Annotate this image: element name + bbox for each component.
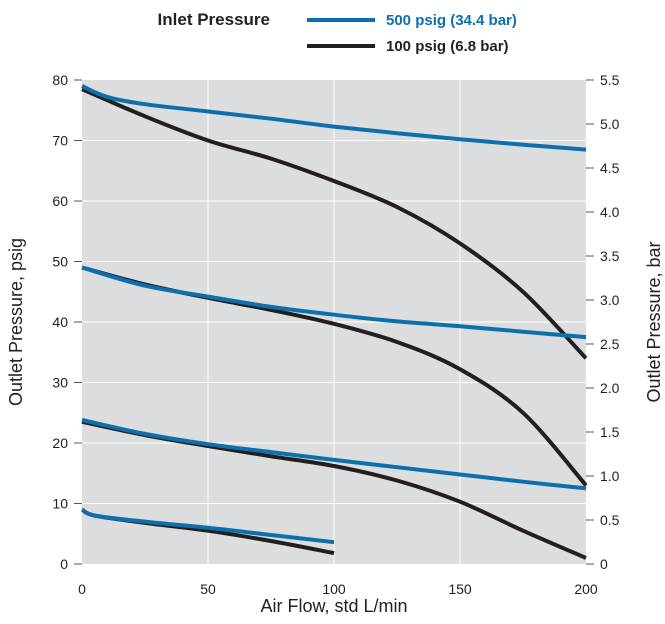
y2-tick-label: 2.5	[600, 336, 620, 352]
y2-tick-label: 4.5	[600, 160, 620, 176]
y2-tick-label: 1.5	[600, 424, 620, 440]
y2-tick-label: 4.0	[600, 204, 620, 220]
y2-tick-label: 0.5	[600, 512, 620, 528]
y-axis-title: Outlet Pressure, psig	[6, 238, 26, 406]
y-tick-label: 10	[52, 496, 68, 512]
legend: Inlet Pressure 500 psig (34.4 bar) 100 p…	[158, 10, 517, 55]
y-axis-right: 0 0.5 1.0 1.5 2.0 2.5 3.0 3.5 4.0 4.5 5.0 5.5	[586, 72, 620, 572]
y2-tick-label: 0	[600, 556, 608, 572]
y2-tick-label: 3.0	[600, 292, 620, 308]
y-tick-label: 20	[52, 435, 68, 451]
y2-tick-label: 3.5	[600, 248, 620, 264]
x-tick-label: 200	[574, 581, 598, 597]
series-line	[81, 84, 587, 152]
y-tick-label: 0	[60, 556, 68, 572]
series-line	[81, 418, 587, 491]
y-tick-label: 50	[52, 254, 68, 270]
y2-axis-title: Outlet Pressure, bar	[644, 241, 664, 402]
y-tick-label: 60	[52, 193, 68, 209]
grid-lines	[82, 80, 586, 564]
y2-tick-label: 2.0	[600, 380, 620, 396]
series-line	[81, 87, 588, 360]
data-lines	[80, 84, 588, 560]
y-tick-label: 70	[52, 133, 68, 149]
y-tick-label: 80	[52, 72, 68, 88]
legend-title: Inlet Pressure	[158, 10, 270, 29]
legend-label-100: 100 psig (6.8 bar)	[386, 38, 509, 55]
x-axis: 0 50 100 150 200	[78, 581, 598, 597]
legend-label-500: 500 psig (34.4 bar)	[386, 12, 517, 29]
x-tick-label: 50	[200, 581, 216, 597]
y2-tick-label: 1.0	[600, 468, 620, 484]
series-line	[80, 507, 335, 545]
y2-tick-label: 5.0	[600, 116, 620, 132]
y-tick-label: 30	[52, 375, 68, 391]
y-axis-left: 0 10 20 30 40 50 60 70 80	[52, 72, 82, 572]
x-tick-label: 150	[448, 581, 472, 597]
x-tick-label: 100	[322, 581, 346, 597]
x-axis-title: Air Flow, std L/min	[260, 596, 407, 616]
series-line	[81, 265, 587, 340]
x-tick-label: 0	[78, 581, 86, 597]
y-tick-label: 40	[52, 314, 68, 330]
y2-tick-label: 5.5	[600, 72, 620, 88]
